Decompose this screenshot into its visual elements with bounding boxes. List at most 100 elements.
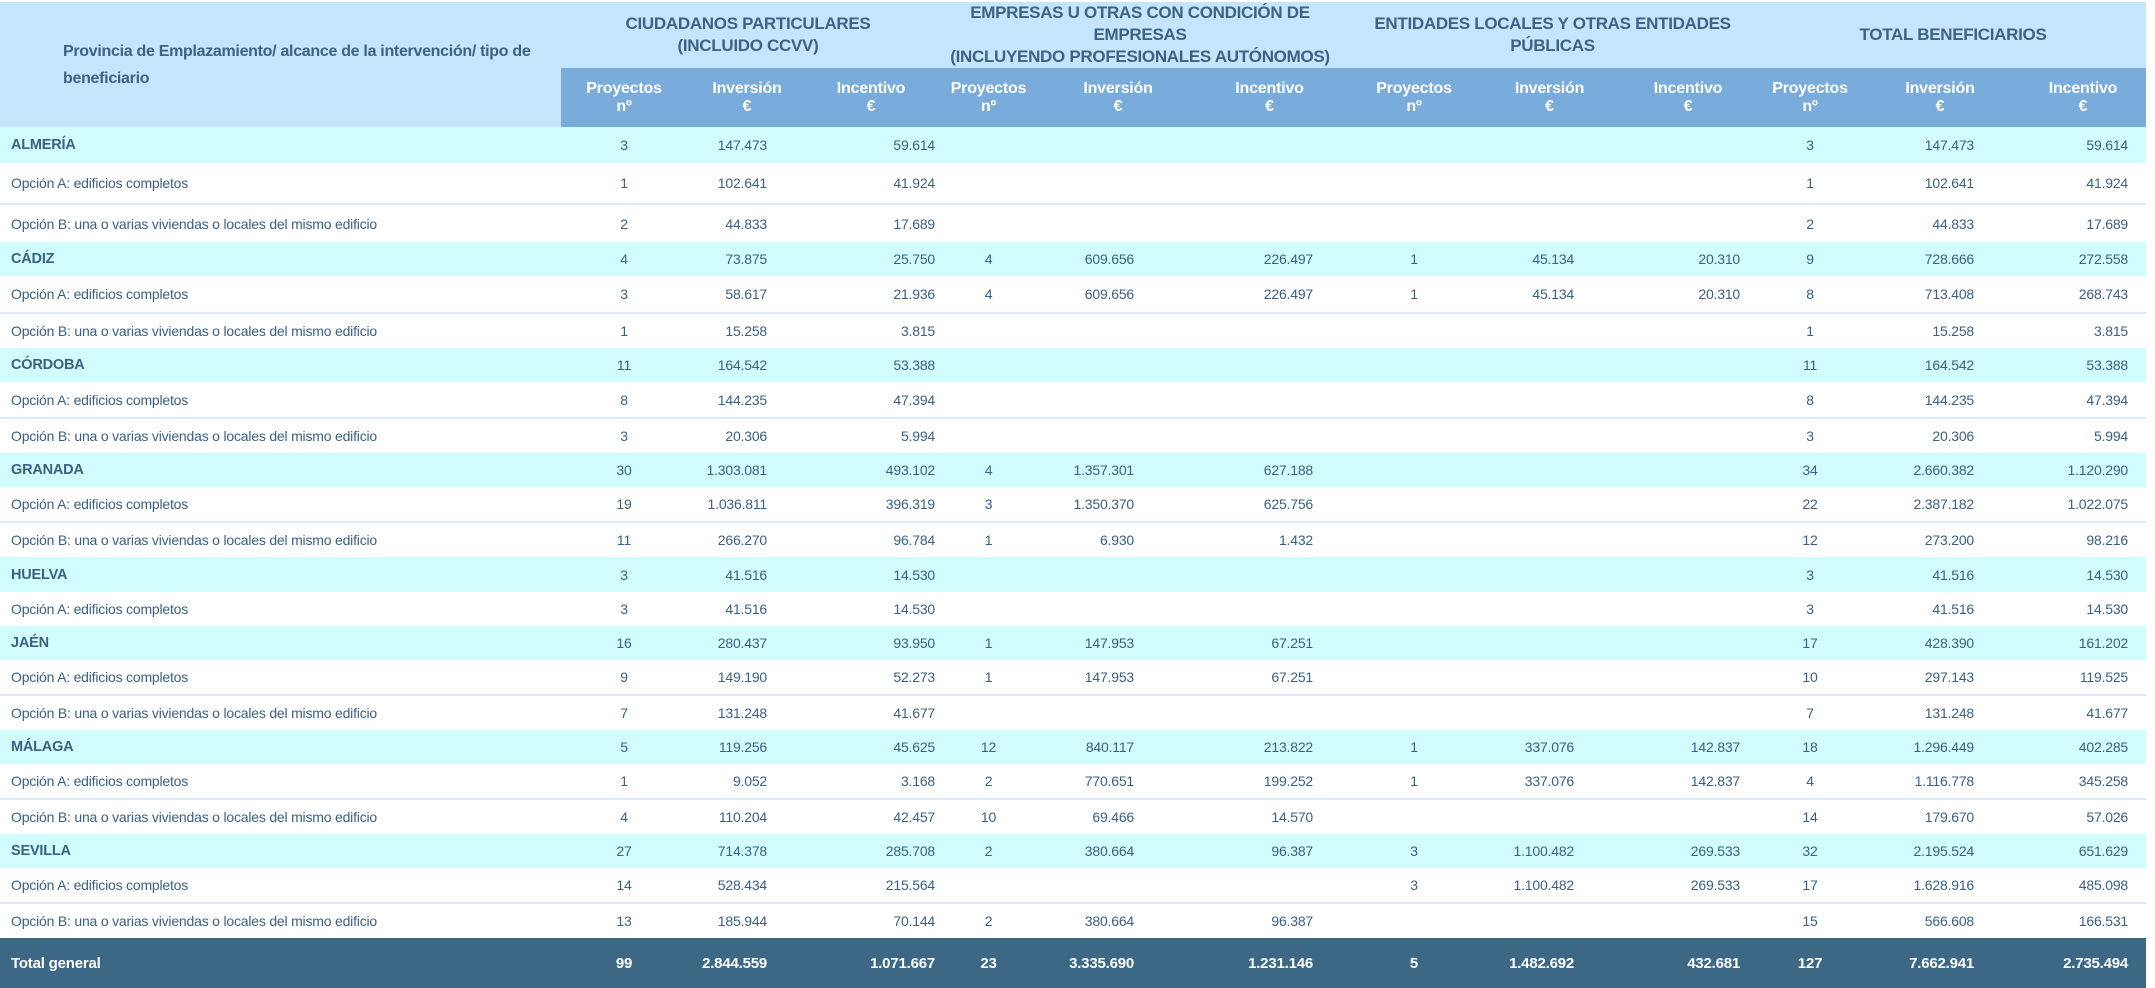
cell-inversion (1042, 382, 1194, 419)
cell-incentivo: 1.071.667 (807, 938, 935, 988)
cell-inversion: 131.248 (1860, 695, 2021, 730)
subheader-unit: nº (1406, 97, 1422, 115)
cell-incentivo: 142.837 (1616, 764, 1761, 800)
cell-inversion (1042, 163, 1194, 205)
group-header-row: Provincia de Emplazamiento/ alcance de l… (0, 2, 2147, 127)
cell-incentivo (1194, 313, 1345, 348)
subheader-label: Inversión (1083, 79, 1153, 97)
cell-proyectos: 8 (561, 382, 687, 419)
cell-incentivo: 142.837 (1616, 730, 1761, 764)
cell-inversion: 147.953 (1042, 626, 1194, 660)
cell-inversion: 380.664 (1042, 834, 1194, 868)
cell-proyectos (1345, 799, 1483, 834)
subheader-unit: nº (616, 97, 632, 115)
cell-inversion: 44.833 (687, 204, 807, 242)
cell-inversion: 15.258 (687, 313, 807, 348)
cell-inversion: 7.662.941 (1860, 938, 2021, 988)
cell-proyectos: 3 (1345, 834, 1483, 868)
cell-inversion: 20.306 (1860, 418, 2021, 453)
cell-proyectos: 2 (1760, 204, 1861, 242)
row-dimension-header: Provincia de Emplazamiento/ alcance de l… (0, 2, 561, 127)
cell-incentivo (1616, 348, 1761, 382)
cell-proyectos (1345, 903, 1483, 938)
subheader-unit: nº (980, 97, 997, 115)
cell-incentivo: 14.530 (807, 557, 935, 592)
cell-incentivo (1194, 695, 1345, 730)
cell-inversion: 179.670 (1860, 799, 2021, 834)
cell-incentivo: 269.533 (1616, 868, 1761, 904)
cell-incentivo: 53.388 (2020, 348, 2147, 382)
cell-proyectos: 32 (1760, 834, 1861, 868)
cell-inversion: 1.296.449 (1860, 730, 2021, 764)
subheader-unit: € (742, 97, 752, 115)
cell-inversion (1042, 127, 1194, 163)
subheader-inversion: Inversión € (687, 68, 807, 127)
cell-inversion (1483, 660, 1616, 696)
cell-inversion: 380.664 (1042, 903, 1194, 938)
subcolumn-header-row: Proyectos nº Inversión € Incentivo € Proyectos… (0, 68, 2147, 127)
cell-proyectos: 3 (1760, 592, 1861, 626)
cell-incentivo: 59.614 (807, 127, 935, 163)
group-subtitle: PÚBLICAS (1510, 36, 1595, 55)
cell-inversion: 566.608 (1860, 903, 2021, 938)
cell-incentivo: 213.822 (1194, 730, 1345, 764)
option-label: Opción B: una o varias viviendas o local… (0, 418, 561, 453)
province-label: CÓRDOBA (0, 348, 561, 382)
cell-inversion: 273.200 (1860, 522, 2021, 557)
cell-inversion (1042, 868, 1194, 904)
cell-incentivo (1194, 418, 1345, 453)
cell-incentivo: 119.525 (2020, 660, 2147, 696)
cell-proyectos (935, 592, 1042, 626)
cell-proyectos: 1 (561, 764, 687, 800)
cell-proyectos: 3 (1760, 418, 1861, 453)
subheader-incentivo: Incentivo € (2020, 68, 2147, 127)
cell-inversion: 1.116.778 (1860, 764, 2021, 800)
subheader-inversion: Inversión € (1042, 68, 1194, 127)
option-label: Opción B: una o varias viviendas o local… (0, 903, 561, 938)
cell-incentivo: 53.388 (807, 348, 935, 382)
cell-incentivo (1616, 799, 1761, 834)
cell-inversion: 73.875 (687, 242, 807, 276)
table-body: ALMERÍA 3 147.473 59.614 3 147.473 59.614 Opció… (0, 127, 2147, 988)
cell-proyectos: 1 (561, 163, 687, 205)
cell-incentivo: 215.564 (807, 868, 935, 904)
cell-incentivo (1616, 127, 1761, 163)
cell-proyectos (1345, 592, 1483, 626)
province-label: ALMERÍA (0, 127, 561, 163)
cell-inversion: 1.350.370 (1042, 487, 1194, 523)
cell-inversion (1483, 348, 1616, 382)
option-label: Opción A: edificios completos (0, 163, 561, 205)
group-title: CIUDADANOS PARTICULARES (625, 14, 871, 33)
cell-proyectos: 19 (561, 487, 687, 523)
subheader-label: Incentivo (2048, 79, 2118, 97)
option-row: Opción B: una o varias viviendas o local… (0, 522, 2147, 557)
cell-proyectos: 3 (935, 487, 1042, 523)
option-row: Opción B: una o varias viviendas o local… (0, 799, 2147, 834)
cell-inversion: 110.204 (687, 799, 807, 834)
cell-inversion: 337.076 (1483, 764, 1616, 800)
cell-proyectos: 3 (561, 127, 687, 163)
cell-incentivo: 1.120.290 (2020, 453, 2147, 487)
cell-inversion (1483, 626, 1616, 660)
subheader-label: Proyectos (1772, 79, 1848, 97)
cell-incentivo: 5.994 (2020, 418, 2147, 453)
option-label: Opción B: una o varias viviendas o local… (0, 695, 561, 730)
cell-proyectos (1345, 313, 1483, 348)
cell-incentivo: 272.558 (2020, 242, 2147, 276)
cell-incentivo: 96.387 (1194, 903, 1345, 938)
option-row: Opción A: edificios completos 3 41.516 14.5… (0, 592, 2147, 626)
subheader-unit: nº (1802, 97, 1818, 115)
cell-proyectos: 2 (935, 764, 1042, 800)
cell-incentivo: 14.530 (2020, 557, 2147, 592)
cell-proyectos: 5 (561, 730, 687, 764)
cell-inversion (1483, 903, 1616, 938)
total-row: Total general 99 2.844.559 1.071.667 23 3.335… (0, 938, 2147, 988)
cell-inversion: 20.306 (687, 418, 807, 453)
cell-proyectos (935, 418, 1042, 453)
cell-incentivo: 161.202 (2020, 626, 2147, 660)
cell-inversion: 714.378 (687, 834, 807, 868)
option-row: Opción A: edificios completos 14 528.434 21… (0, 868, 2147, 904)
province-row: JAÉN 16 280.437 93.950 1 147.953 67.251 17 428.3… (0, 626, 2147, 660)
subheader-label: Incentivo (1653, 79, 1723, 97)
cell-inversion (1483, 127, 1616, 163)
